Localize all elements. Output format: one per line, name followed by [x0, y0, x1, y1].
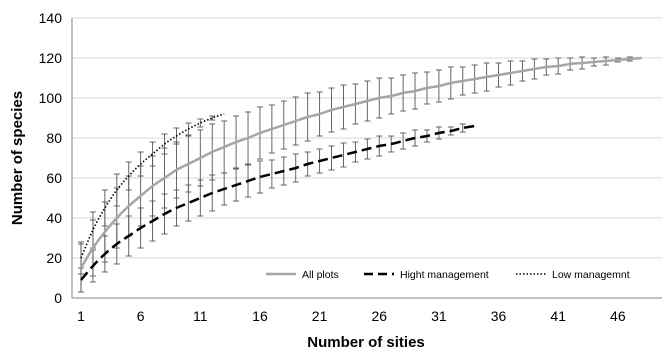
series-line-all-plots	[79, 56, 642, 269]
series-lines	[79, 56, 642, 281]
error-bar-hight-management-33	[459, 123, 466, 133]
error-bar-hight-management-17	[268, 159, 275, 189]
error-bar-low-managemnt-11	[197, 118, 204, 128]
error-bar-low-managemnt-12	[209, 115, 216, 121]
x-tick-label-41: 41	[550, 308, 566, 324]
x-tick-label-16: 16	[252, 308, 268, 324]
x-tick-labels: 1 6 11 16 21 26 31 36 41 46	[77, 308, 626, 324]
legend: All plots Hight management Low managemnt	[266, 269, 630, 281]
x-tick-label-6: 6	[137, 308, 145, 324]
y-tick-label-140: 140	[39, 10, 63, 26]
x-tick-label-11: 11	[193, 308, 208, 324]
y-tick-labels: 0 20 40 60 80 100 120 140	[39, 10, 63, 306]
y-tick-label-60: 60	[46, 170, 62, 186]
x-tick-label-21: 21	[312, 308, 328, 324]
x-tick-label-1: 1	[77, 308, 85, 324]
y-tick-label-40: 40	[46, 210, 62, 226]
y-tick-label-120: 120	[39, 50, 63, 66]
series-line-hight-management	[80, 124, 475, 281]
error-bar-hight-management-16	[256, 160, 263, 194]
error-bar-hight-management-23	[340, 142, 347, 168]
y-axis-title: Number of species	[9, 91, 26, 225]
gridlines	[72, 17, 662, 259]
error-bar-hight-management-22	[328, 145, 335, 171]
x-tick-label-46: 46	[610, 308, 626, 324]
error-bar-hight-management-28	[400, 132, 407, 150]
axes	[71, 18, 662, 299]
x-tick-label-31: 31	[431, 308, 447, 324]
x-axis-title: Number of sities	[307, 334, 425, 351]
legend-label-all-plots: All plots	[302, 269, 339, 281]
error-bar-hight-management-10	[185, 184, 192, 222]
x-tick-label-26: 26	[371, 308, 387, 324]
error-bar-hight-management-11	[197, 179, 204, 217]
error-bar-low-managemnt-3	[101, 189, 108, 227]
error-bar-low-managemnt-2	[89, 211, 96, 249]
legend-label-low-management: Low managemnt	[552, 269, 630, 281]
error-bars	[78, 56, 633, 293]
y-tick-label-100: 100	[39, 90, 63, 106]
x-tick-label-36: 36	[491, 308, 507, 324]
error-bar-low-managemnt-7	[149, 141, 156, 167]
y-tick-label-80: 80	[46, 130, 62, 146]
y-tick-label-0: 0	[54, 290, 62, 306]
legend-label-hight-management: Hight management	[400, 269, 489, 281]
y-tick-label-20: 20	[46, 250, 62, 266]
